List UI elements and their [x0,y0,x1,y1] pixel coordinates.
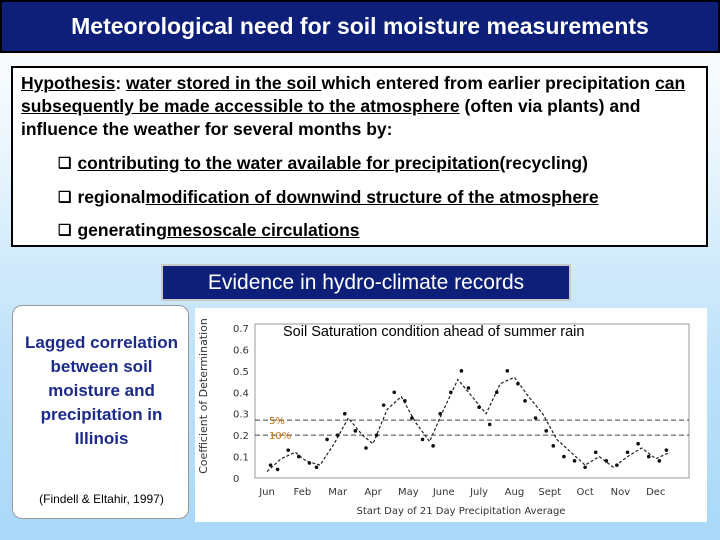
checkbox-bullet-icon: ❑ [58,222,72,239]
y-tick-label: 0.4 [233,388,249,399]
x-tick-label: Jun [258,487,275,498]
scatter-point [572,459,577,463]
hypothesis-underline-2: can subsequently be made accessible to t… [21,73,686,116]
scatter-point [438,411,442,416]
scatter-point [268,463,273,467]
y-tick-label: 0.5 [233,367,249,378]
scatter-point [604,459,609,463]
x-tick-label: Oct [576,487,593,498]
scatter-point [505,369,510,373]
scatter-point [477,405,481,410]
chart-title: Soil Saturation condition ahead of summe… [283,324,585,340]
bullet-underline: contributing to the water available for … [77,153,500,173]
reference-line-label: 5% [269,416,285,427]
bullet-plain: regional [77,187,146,207]
scatter-point [448,390,453,395]
lagged-correlation-text: Lagged correlation between soil moisture… [24,333,179,448]
scatter-point [466,386,471,390]
evidence-title: Evidence in hydro-climate records [207,270,525,294]
scatter-point [459,369,464,373]
scatter-point [615,463,619,467]
x-tick-label: July [469,487,488,498]
scatter-point [325,437,329,442]
scatter-point [562,454,566,459]
scatter-point [342,411,347,416]
x-tick-label: June [432,487,455,498]
series-line [266,376,671,473]
y-axis-label: Coefficient of Determination [197,318,210,474]
scatter-point [431,444,435,448]
scatter-point [420,437,425,442]
plot-frame [254,323,690,479]
title-bar: Meteorological need for soil moisture me… [0,0,720,53]
x-tick-label: Dec [646,487,665,498]
y-tick-label: 0.2 [233,431,249,442]
scatter-point [625,450,630,455]
bullet-item: ❑ generating mesoscale circulations [58,219,360,242]
scatter-point [297,454,301,459]
hypothesis-text-3: (often via plants) and influence the wea… [21,96,641,139]
x-tick-label: May [398,487,419,498]
scatter-point [593,450,598,455]
y-tick-label: 0.3 [233,410,249,421]
scatter-point [487,422,492,427]
scatter-point [544,429,549,433]
citation: (Findell & Eltahir, 1997) [39,492,164,506]
hypothesis-paragraph: Hypothesis: water stored in the soil whi… [21,72,698,141]
checkbox-bullet-icon: ❑ [58,189,72,206]
x-tick-label: Nov [611,487,631,498]
scatter-point [646,454,651,459]
bullet-plain: generating [77,220,167,240]
x-tick-label: Feb [293,487,311,498]
hypothesis-box: Hypothesis: water stored in the soil whi… [11,66,708,247]
slide-title: Meteorological need for soil moisture me… [71,13,649,39]
chart-svg: Coefficient of Determination Start Day o… [197,318,690,517]
y-tick-label: 0 [233,474,239,485]
hypothesis-label: Hypothesis [21,73,116,93]
scatter-point [533,416,538,420]
scatter-point [314,465,319,470]
left-panel: Lagged correlation between soil moisture… [12,305,189,519]
scatter-point [403,399,407,403]
y-tick-label: 0.6 [233,345,249,356]
x-tick-label: Sept [538,487,561,498]
bullet-underline: modification of downwind structure of th… [145,187,599,207]
bullet-rest: (recycling) [499,153,588,173]
scatter-point [374,433,379,437]
bullet-underline: mesoscale circulations [166,220,360,240]
scatter-point [364,446,368,450]
hypothesis-colon: : [115,73,127,93]
y-tick-label: 0.7 [233,324,249,335]
x-tick-label: Aug [505,487,525,498]
x-tick-label: Mar [328,487,348,498]
checkbox-bullet-icon: ❑ [58,155,72,172]
scatter-point [335,433,340,437]
scatter-point [381,403,386,407]
evidence-title-bar: Evidence in hydro-climate records [161,264,571,301]
chart-panel: Coefficient of Determination Start Day o… [195,308,707,522]
scatter-point [410,416,414,420]
scatter-point [286,448,291,452]
scatter-point [392,390,397,395]
scatter-point [636,441,640,446]
scatter-point [583,465,587,470]
hypothesis-text-2: which entered from earlier precipitation [321,73,656,93]
reference-line-label: 10% [269,431,291,442]
y-tick-label: 0.1 [233,453,249,464]
scatter-point [494,390,499,395]
hypothesis-underline-1: water stored in the soil [126,73,322,93]
scatter-point [353,429,358,433]
scatter-point [664,448,669,452]
x-axis-label: Start Day of 21 Day Precipitation Averag… [357,506,566,517]
scatter-point [551,444,556,448]
scatter-point [657,459,662,463]
scatter-point [523,399,527,403]
bullet-item: ❑ regional modification of downwind stru… [58,186,599,209]
bullet-item: ❑ contributing to the water available fo… [58,152,588,175]
scatter-point [275,467,280,472]
scatter-point [516,381,520,386]
x-tick-label: Apr [364,487,382,498]
scatter-point [307,461,312,465]
